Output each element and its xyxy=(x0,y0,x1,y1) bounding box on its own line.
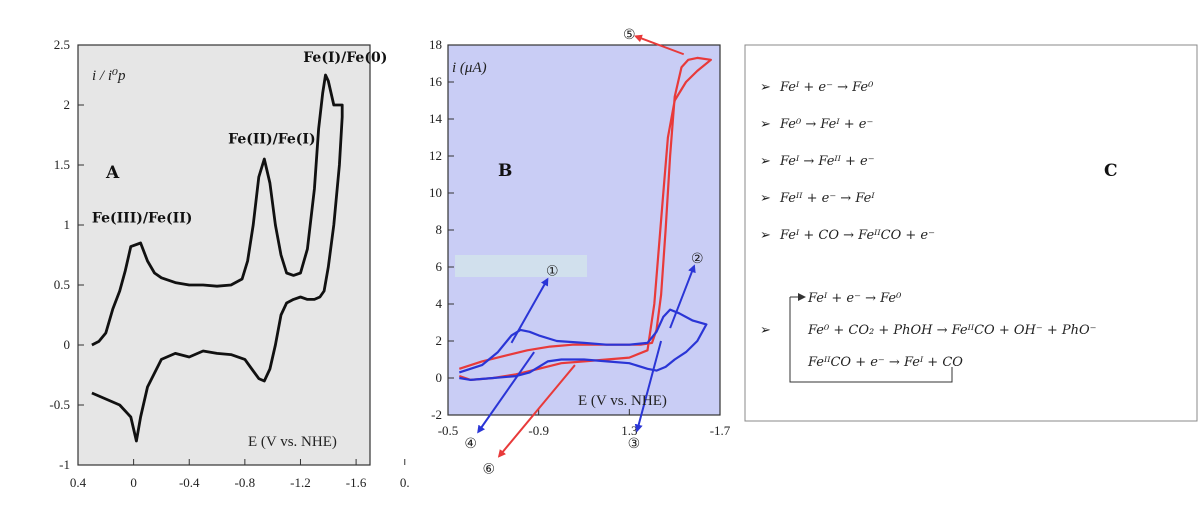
panel-b-marker-label: ⑥ xyxy=(483,462,496,478)
panel-b-series-blue xyxy=(458,308,708,381)
panel-c-bullet: ➢ xyxy=(760,191,771,206)
panel-b-y-tick-label: 8 xyxy=(436,222,443,237)
panel-b-y-tick-label: 2 xyxy=(436,333,443,348)
panel-c-cycle-reaction: FeᴵᴵCO + e⁻ → Feᴵ + CO xyxy=(807,355,963,370)
panel-a-x-tick-label: -0.4 xyxy=(179,475,200,490)
panel-b-marker-label: ② xyxy=(691,251,704,267)
panel-c-letter: C xyxy=(1104,161,1118,181)
panel-b-y-tick-label: 0 xyxy=(436,370,443,385)
panel-a-x-tick-label: 0.4 xyxy=(70,475,87,490)
panel-a-x-tick-label: 0 xyxy=(130,475,137,490)
panel-a-x-tick-label: -1.2 xyxy=(290,475,311,490)
panel-b-marker-arrow xyxy=(634,340,663,433)
panel-b-y-tick-label: 12 xyxy=(429,148,442,163)
panel-c-bullet: ➢ xyxy=(760,117,771,132)
panel-b-marker-label: ④ xyxy=(464,436,477,452)
panel-b-marker-arrow xyxy=(477,351,535,434)
panel-c-cycle-reaction: Feᴵ + e⁻ → Fe⁰ xyxy=(807,291,902,306)
panel-a-peak-label: Fe(III)/Fe(II) xyxy=(92,211,193,227)
panel-a-letter: A xyxy=(105,163,120,183)
panel-a: 0.4 0 -0.4 -0.8 -1.2 -1.6 0. 2.5 2 1.5 1 0.5 0 -0.5 -1… xyxy=(49,37,409,490)
panel-b-letter: B xyxy=(498,161,512,181)
panel-b-x-tick-label: 1.3 xyxy=(621,423,637,438)
panel-c-cycle-arrowhead xyxy=(798,293,806,301)
panel-b-y-tick-label: 14 xyxy=(429,111,443,126)
panel-b-y-tick-label: 4 xyxy=(436,296,443,311)
panel-b-x-tick-label: -0.5 xyxy=(438,423,459,438)
panel-b-marker-arrow xyxy=(633,34,685,56)
panel-a-series-line xyxy=(91,73,344,443)
panel-b-y-tick-label: 10 xyxy=(429,185,442,200)
panel-b-y-tick-label: -2 xyxy=(431,407,442,422)
panel-a-y-tick-label: -1 xyxy=(59,457,70,472)
panel-a-y-tick-label: 0.5 xyxy=(54,277,70,292)
panel-a-plot-area xyxy=(77,44,371,466)
panel-c-reaction: Feᴵᴵ + e⁻ → Feᴵ xyxy=(779,191,875,206)
panel-a-x-tick-label: 0. xyxy=(400,475,410,490)
panel-b-marker-label: ⑤ xyxy=(623,27,636,43)
panel-a-y-tick-label: 1 xyxy=(64,217,71,232)
panel-a-x-tick-label: -0.8 xyxy=(235,475,256,490)
panel-a-y-tick-label: 0 xyxy=(64,337,71,352)
panel-b-marker-arrow xyxy=(510,277,549,344)
panel-b-y-tick-label: 16 xyxy=(429,74,443,89)
panel-b-y-tick-label: 6 xyxy=(436,259,443,274)
panel-b-marker-arrow xyxy=(497,364,576,458)
panel-c-box xyxy=(744,44,1198,422)
panel-c-reaction: Feᴵ → Feᴵᴵ + e⁻ xyxy=(779,154,875,169)
panel-b-ylabel: i (μA) xyxy=(452,60,487,76)
panel-a-xlabel: E (V vs. NHE) xyxy=(248,434,337,450)
panel-a-peak-label: Fe(I)/Fe(0) xyxy=(303,50,387,66)
panel-a-y-tick-label: 2 xyxy=(64,97,71,112)
panel-c-reaction: Feᴵ + CO → FeᴵᴵCO + e⁻ xyxy=(779,228,935,243)
panel-a-y-tick-label: -0.5 xyxy=(49,397,70,412)
panel-b-x-tick-label: -0.9 xyxy=(528,423,549,438)
panel-c: C ➢ Feᴵ + e⁻ → Fe⁰ ➢ Fe⁰ → Feᴵ + e⁻ ➢ Feᴵ → F… xyxy=(744,44,1198,422)
panel-c-bullet: ➢ xyxy=(760,154,771,169)
panel-c-bullet: ➢ xyxy=(760,228,771,243)
panel-a-ylabel: i / i⁰p xyxy=(92,68,126,84)
panel-c-reaction: Fe⁰ → Feᴵ + e⁻ xyxy=(779,117,873,132)
panel-a-peak-label: Fe(II)/Fe(I) xyxy=(228,131,315,147)
panel-c-reaction: Feᴵ + e⁻ → Fe⁰ xyxy=(779,80,874,95)
panel-b-y-tick-label: 18 xyxy=(429,37,442,52)
panel-c-bullet: ➢ xyxy=(760,80,771,95)
panel-b-x-tick-label: -1.7 xyxy=(710,423,731,438)
panel-b-marker-arrow xyxy=(669,264,696,329)
panel-c-cycle-bracket xyxy=(789,297,953,383)
panel-b-marker-label: ③ xyxy=(628,436,641,452)
panel-a-x-tick-label: -1.6 xyxy=(346,475,367,490)
panel-a-y-tick-label: 2.5 xyxy=(54,37,70,52)
panel-a-y-tick-label: 1.5 xyxy=(54,157,70,172)
panel-b-xlabel: E (V vs. NHE) xyxy=(578,393,667,409)
panel-b-marker-label: ① xyxy=(546,264,559,280)
panel-b-series-red xyxy=(458,56,712,381)
panel-b-highlight-strip xyxy=(455,255,587,277)
panel-c-cycle-reaction: Fe⁰ + CO₂ + PhOH → FeᴵᴵCO + OH⁻ + PhO⁻ xyxy=(807,323,1097,338)
panel-c-bullet: ➢ xyxy=(760,323,771,338)
